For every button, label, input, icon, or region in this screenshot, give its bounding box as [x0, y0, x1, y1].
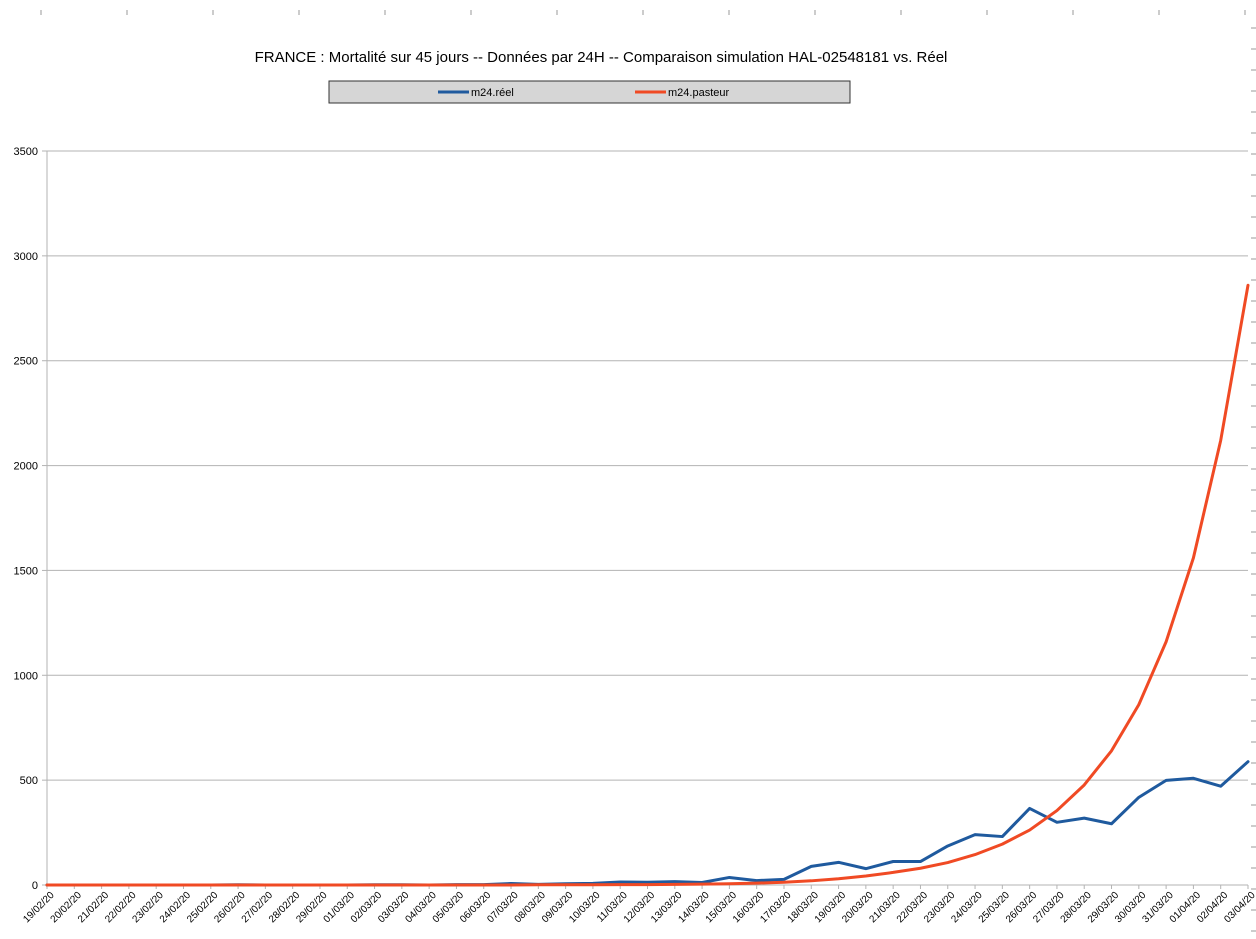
gridlines [47, 150, 1248, 886]
series-layer [45, 283, 1250, 887]
y-tick-label: 3500 [14, 146, 38, 158]
legend-label-pasteur: m24.pasteur [668, 87, 729, 99]
y-axis: 0 500 1000 1500 2000 2500 3000 3500 [14, 146, 48, 892]
legend-box [328, 80, 851, 104]
y-tick-label: 0 [32, 880, 38, 892]
y-tick-label: 2500 [14, 356, 38, 368]
x-axis: 19/02/2020/02/2021/02/2022/02/2023/02/20… [21, 885, 1256, 925]
y-tick-label: 2000 [14, 461, 38, 473]
y-tick-label: 500 [20, 775, 38, 787]
y-tick-label: 1500 [14, 565, 38, 577]
y-tick-label: 1000 [14, 670, 38, 682]
right-ruler-ticks [1251, 27, 1256, 932]
series-line-pasteur [45, 283, 1250, 887]
y-tick-label: 3000 [14, 251, 38, 263]
legend: m24.réel m24.pasteur [328, 80, 851, 104]
legend-label-reel: m24.réel [471, 87, 514, 99]
chart-title: FRANCE : Mortalité sur 45 jours -- Donné… [255, 49, 948, 66]
top-ruler-ticks [40, 10, 1246, 15]
